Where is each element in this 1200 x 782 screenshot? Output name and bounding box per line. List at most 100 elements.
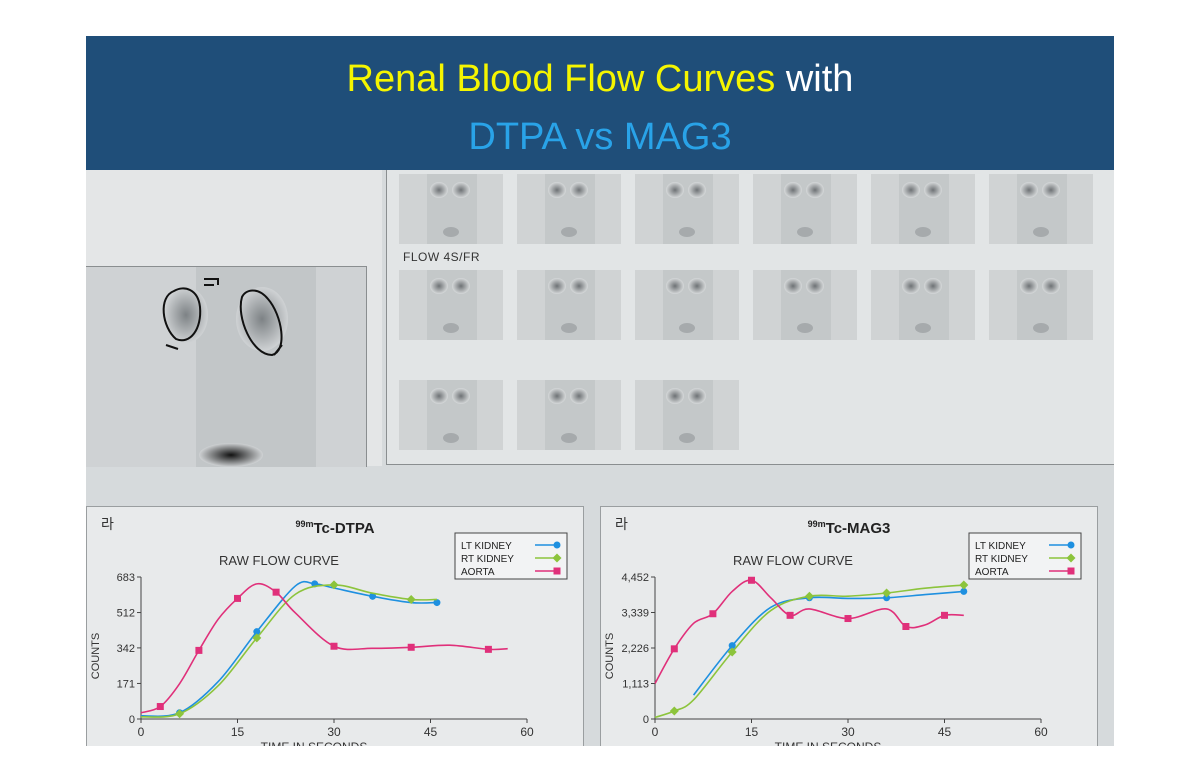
data-point — [883, 594, 891, 602]
y-axis-label: COUNTS — [604, 633, 616, 679]
y-tick-label: 342 — [117, 643, 135, 655]
korean-mark: 라 — [101, 517, 114, 533]
x-axis-label: TIME IN SECONDS — [775, 740, 882, 746]
x-tick-label: 60 — [1034, 725, 1048, 739]
flow-frame — [753, 174, 857, 244]
flow-frame — [635, 270, 739, 340]
y-tick-label: 171 — [117, 678, 135, 690]
data-point — [786, 611, 794, 619]
x-tick-label: 45 — [938, 725, 952, 739]
data-point — [329, 580, 339, 590]
series-line — [654, 584, 964, 719]
data-point — [941, 611, 948, 619]
legend-marker — [552, 553, 562, 563]
flow-frame — [753, 270, 857, 340]
legend-marker — [1066, 553, 1076, 563]
flow-frame — [989, 270, 1093, 340]
data-point — [804, 591, 814, 601]
data-point — [175, 709, 185, 719]
data-point — [902, 623, 910, 631]
data-point — [369, 592, 377, 600]
series-line — [140, 580, 437, 718]
data-point — [484, 645, 492, 653]
data-point — [670, 645, 678, 653]
flow-frame — [989, 174, 1093, 244]
data-point — [195, 646, 203, 654]
chart-svg: 라 99mTc-DTPA RAW FLOW CURVE 0 15 30 45 60 0 171 34… — [90, 517, 568, 746]
legend-marker — [1067, 541, 1075, 549]
legend-label: LT KIDNEY — [975, 541, 1026, 552]
kidney-roi-drawing — [162, 267, 316, 467]
legend-label: RT KIDNEY — [975, 554, 1028, 565]
mag3-chart-panel: 라 99mTc-MAG3 RAW FLOW CURVE 0 15 30 45 60 0 1,113… — [600, 506, 1098, 746]
chart-title: RAW FLOW CURVE — [219, 553, 339, 568]
title-highlight: Renal Blood Flow Curves — [346, 58, 776, 100]
flow-label: FLOW 4S/FR — [403, 250, 481, 264]
x-tick-label: 30 — [327, 725, 341, 739]
chart-heading: 99mTc-MAG3 — [808, 519, 891, 537]
data-point — [960, 587, 968, 595]
x-tick-label: 15 — [231, 725, 245, 739]
flow-frame — [871, 174, 975, 244]
data-point — [748, 576, 755, 584]
x-tick-label: 60 — [520, 725, 534, 739]
korean-mark: 라 — [615, 517, 628, 533]
series-line — [140, 584, 437, 718]
y-tick-label: 512 — [117, 608, 135, 620]
summary-image-panel — [86, 170, 382, 467]
posterior-kidney-image — [86, 266, 367, 467]
legend-marker — [553, 541, 561, 549]
data-point — [330, 642, 338, 650]
y-tick-label: 0 — [129, 714, 135, 726]
flow-frame — [517, 174, 621, 244]
title-line-1: Renal Blood Flow Curves with — [86, 56, 1114, 102]
flow-frame — [635, 380, 739, 450]
flow-frame — [399, 270, 503, 340]
title-banner: Renal Blood Flow Curves with DTPA vs MAG… — [86, 36, 1114, 170]
data-point — [959, 580, 969, 590]
y-tick-label: 2,226 — [621, 643, 649, 655]
flow-frames-panel: FLOW 4S/FR — [386, 170, 1114, 465]
legend-marker — [553, 567, 561, 575]
title-line-2: DTPA vs MAG3 — [468, 116, 732, 158]
y-axis-label: COUNTS — [90, 633, 102, 679]
flow-frame — [399, 380, 503, 450]
chart-title: RAW FLOW CURVE — [733, 553, 853, 568]
y-tick-label: 0 — [643, 714, 649, 726]
data-point — [844, 615, 852, 623]
flow-frame — [871, 270, 975, 340]
data-point — [253, 628, 261, 636]
data-point — [669, 706, 679, 716]
y-tick-label: 3,339 — [621, 608, 649, 620]
x-axis-label: TIME IN SECONDS — [261, 740, 368, 746]
flow-frame — [517, 380, 621, 450]
legend-label: RT KIDNEY — [461, 554, 514, 565]
title-suffix: with — [775, 58, 854, 100]
data-point — [272, 588, 280, 596]
x-tick-label: 0 — [138, 725, 145, 739]
scan-photo: FLOW 4S/FR 라 99mTc-DTPA RAW FLOW CURVE 0 15 3… — [86, 170, 1114, 746]
data-point — [156, 703, 164, 711]
legend-marker — [1067, 567, 1075, 575]
flow-frame — [517, 270, 621, 340]
x-tick-label: 0 — [652, 725, 659, 739]
x-tick-label: 30 — [841, 725, 855, 739]
data-point — [882, 588, 892, 598]
chart-heading: 99mTc-DTPA — [295, 519, 374, 537]
x-tick-label: 15 — [745, 725, 759, 739]
x-tick-label: 45 — [424, 725, 438, 739]
legend: LT KIDNEY RT KIDNEY AORTA — [968, 532, 1082, 580]
data-point — [406, 594, 416, 604]
dtpa-chart-panel: 라 99mTc-DTPA RAW FLOW CURVE 0 15 30 45 60 0 171 34… — [86, 506, 584, 746]
data-point — [252, 633, 262, 643]
flow-frame — [635, 174, 739, 244]
legend: LT KIDNEY RT KIDNEY AORTA — [454, 532, 568, 580]
legend-label: LT KIDNEY — [461, 541, 512, 552]
legend-label: AORTA — [975, 567, 1009, 578]
y-tick-label: 4,452 — [621, 572, 649, 584]
series-line — [692, 590, 964, 696]
y-tick-label: 1,113 — [622, 679, 649, 691]
data-point — [407, 643, 415, 651]
flow-frame — [399, 174, 503, 244]
data-point — [728, 642, 736, 650]
